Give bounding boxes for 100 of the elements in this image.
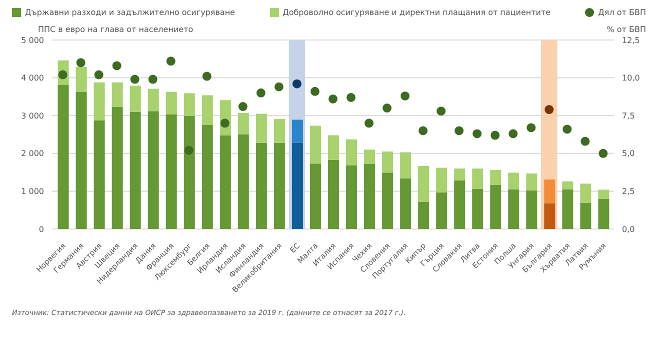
point [220,118,230,128]
point [130,74,140,84]
bar [256,114,267,143]
bar [544,203,556,229]
bar [130,86,141,112]
point [76,58,86,68]
point [454,126,464,136]
point [382,104,392,113]
bar [598,190,610,199]
bar [580,184,592,203]
bar [112,106,123,229]
point [544,105,554,114]
bar [310,126,321,164]
point [598,148,608,158]
point [184,146,194,155]
bar [526,173,538,190]
bar [418,202,430,229]
bar [418,166,430,202]
bar [310,164,321,229]
bar [184,116,195,229]
bar [490,184,502,229]
bar [472,188,484,229]
bar [184,93,195,116]
point [472,129,482,138]
y-tick-label: 3 000 [21,111,44,120]
bar [94,120,105,229]
bar [274,119,285,143]
legend-label: Доброволно осигуряване и директни плащания от пациентите [282,8,551,17]
point [166,56,176,66]
bar [526,190,538,229]
point [202,72,212,81]
bar [202,95,213,126]
bar [166,92,177,114]
point [346,92,356,102]
y-tick-label: 0 [38,224,44,234]
bar [148,88,159,112]
point [400,91,410,100]
y-tick-label: 1 000 [21,187,44,196]
point [148,74,158,84]
bar [346,139,358,166]
point [526,123,536,132]
bar [130,112,141,229]
y-axis-title: ППС в евро на глава от населението [38,25,194,34]
point [580,136,590,146]
point [310,86,320,96]
bar [292,142,303,229]
bar [328,160,339,229]
bar [220,135,231,229]
y-tick-label: 4 000 [21,74,44,83]
point [256,88,266,98]
point [328,94,338,104]
bar [238,112,249,134]
y2-tick-label: 5,0 [622,149,635,158]
bar [202,125,213,229]
bar [508,189,520,229]
bar [436,168,448,192]
y2-tick-label: 12,5 [622,36,640,45]
bar [328,135,339,160]
bar [274,142,285,229]
bar [562,189,574,229]
legend-label: Дял от БВП [597,8,646,17]
point [508,129,518,138]
bar [382,172,394,229]
bar [472,168,484,189]
y2-tick-label: 10,0 [622,74,640,83]
point [238,102,248,112]
bar [508,172,520,190]
y2-axis-title: % от БВП [606,25,646,34]
bar [112,82,123,107]
point [562,124,572,134]
bar [94,82,105,121]
bar [364,150,376,164]
bar [166,114,177,229]
bar [148,111,159,229]
y2-tick-label: 7,5 [622,111,635,120]
point [94,70,104,80]
point [292,79,302,88]
point [112,61,122,70]
bar [346,165,358,229]
point [490,130,500,140]
bar [454,180,466,229]
bar [436,192,448,229]
point [418,126,428,136]
bar [562,181,574,190]
y-tick-label: 5 000 [21,36,44,45]
point [364,118,374,128]
bar [76,66,87,92]
bar [256,142,267,229]
bar [238,134,249,229]
point [436,106,446,116]
bar [544,179,556,204]
point [274,82,284,92]
bar [364,164,376,229]
bar [454,168,466,180]
bar [382,152,394,173]
bar [598,198,610,229]
bar [400,178,412,229]
bar [490,170,502,185]
bar [400,152,412,178]
bar [76,92,87,229]
